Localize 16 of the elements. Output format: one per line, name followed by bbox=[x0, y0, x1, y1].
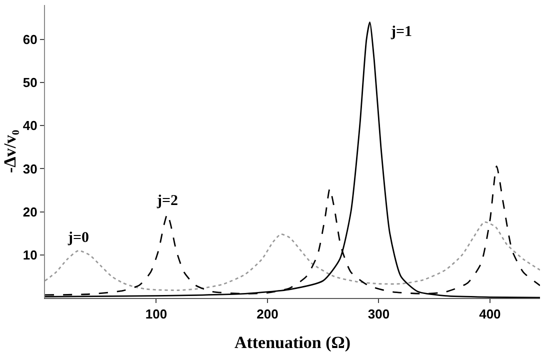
x-axis-title: Attenuation (Ω) bbox=[234, 333, 351, 352]
y-tick-label: 40 bbox=[22, 118, 38, 134]
series-label: j=0 bbox=[67, 230, 90, 246]
y-tick-label: 30 bbox=[22, 161, 38, 176]
x-tick-label: 100 bbox=[145, 306, 168, 322]
x-tick-label: 400 bbox=[479, 306, 501, 322]
y-axis-title: -Δv/v₀ bbox=[0, 130, 20, 174]
y-tick-label: 10 bbox=[22, 247, 38, 262]
y-tick-label: 20 bbox=[22, 204, 38, 220]
y-tick-label: 50 bbox=[22, 75, 38, 90]
series-label: j=1 bbox=[390, 24, 412, 40]
x-tick-label: 300 bbox=[368, 306, 390, 322]
series-label: j=2 bbox=[156, 193, 178, 209]
y-tick-label: 60 bbox=[22, 32, 38, 48]
x-tick-label: 200 bbox=[256, 306, 278, 322]
line-series bbox=[45, 221, 540, 291]
